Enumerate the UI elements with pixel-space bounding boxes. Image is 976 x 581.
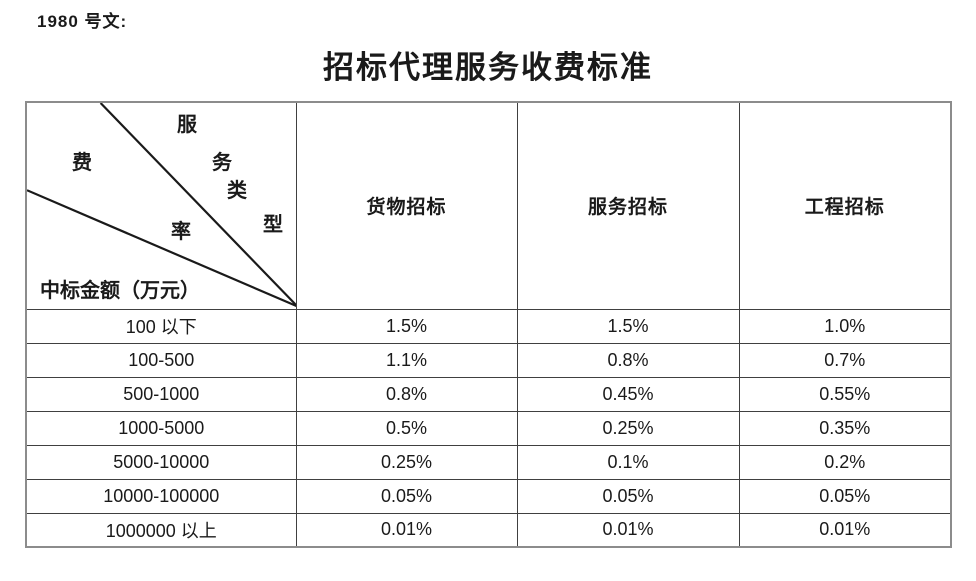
fee-rate-cell: 1.5% bbox=[295, 308, 518, 344]
fee-rate-cell: 0.7% bbox=[738, 342, 952, 378]
row-label: 1000-5000 bbox=[25, 410, 297, 446]
corner-label-service-type-char: 服 bbox=[177, 114, 197, 136]
fee-rate-cell: 0.1% bbox=[516, 444, 740, 480]
fee-rate-cell: 0.5% bbox=[295, 410, 518, 446]
fee-rate-cell: 1.5% bbox=[516, 308, 740, 344]
fee-rate-cell: 0.05% bbox=[295, 478, 518, 514]
row-label: 10000-100000 bbox=[25, 478, 297, 514]
table-header-row: 服 务 类 型 费 率 中标金额（万元） 货物招标 服务招标 工程招标 bbox=[25, 101, 952, 310]
fee-rate-cell: 0.01% bbox=[295, 512, 518, 548]
table-row: 1000-5000 0.5% 0.25% 0.35% bbox=[25, 410, 952, 446]
fee-rate-cell: 1.1% bbox=[295, 342, 518, 378]
fee-rate-cell: 1.0% bbox=[738, 308, 952, 344]
fee-rate-cell: 0.05% bbox=[516, 478, 740, 514]
fee-rate-cell: 0.25% bbox=[516, 410, 740, 446]
table-row: 10000-100000 0.05% 0.05% 0.05% bbox=[25, 478, 952, 514]
corner-label-fee-rate-char: 费 bbox=[72, 152, 92, 174]
diagonal-divider-lines bbox=[27, 103, 295, 307]
corner-label-service-type-char: 类 bbox=[227, 180, 247, 202]
fee-rate-cell: 0.8% bbox=[295, 376, 518, 412]
doc-number-label: 1980 号文: bbox=[37, 12, 128, 31]
fee-rate-cell: 0.01% bbox=[738, 512, 952, 548]
fee-rate-cell: 0.45% bbox=[516, 376, 740, 412]
corner-label-service-type-char: 型 bbox=[263, 214, 283, 236]
table-row: 500-1000 0.8% 0.45% 0.55% bbox=[25, 376, 952, 412]
table-row: 5000-10000 0.25% 0.1% 0.2% bbox=[25, 444, 952, 480]
page-title: 招标代理服务收费标准 bbox=[323, 50, 653, 85]
table-row: 1000000 以上 0.01% 0.01% 0.01% bbox=[25, 512, 952, 548]
fee-rate-cell: 0.35% bbox=[738, 410, 952, 446]
row-label: 100-500 bbox=[25, 342, 297, 378]
table-row: 100 以下 1.5% 1.5% 1.0% bbox=[25, 308, 952, 344]
column-header-goods-bidding: 货物招标 bbox=[295, 101, 518, 310]
fee-rate-cell: 0.8% bbox=[516, 342, 740, 378]
column-header-engineering-bidding: 工程招标 bbox=[738, 101, 952, 310]
fee-standard-table: 服 务 类 型 费 率 中标金额（万元） 货物招标 服务招标 工程招标 100 … bbox=[25, 101, 952, 548]
corner-label-bid-amount: 中标金额（万元） bbox=[40, 279, 200, 302]
fee-rate-cell: 0.2% bbox=[738, 444, 952, 480]
row-label: 5000-10000 bbox=[25, 444, 297, 480]
fee-rate-cell: 0.25% bbox=[295, 444, 518, 480]
row-label: 100 以下 bbox=[25, 308, 297, 344]
row-label: 500-1000 bbox=[25, 376, 297, 412]
corner-label-fee-rate-char: 率 bbox=[171, 221, 191, 243]
column-header-service-bidding: 服务招标 bbox=[516, 101, 740, 310]
row-label: 1000000 以上 bbox=[25, 512, 297, 548]
fee-rate-cell: 0.55% bbox=[738, 376, 952, 412]
fee-rate-cell: 0.01% bbox=[516, 512, 740, 548]
corner-label-service-type-char: 务 bbox=[212, 152, 232, 174]
fee-rate-cell: 0.05% bbox=[738, 478, 952, 514]
table-row: 100-500 1.1% 0.8% 0.7% bbox=[25, 342, 952, 378]
corner-header-cell: 服 务 类 型 费 率 中标金额（万元） bbox=[25, 101, 297, 310]
